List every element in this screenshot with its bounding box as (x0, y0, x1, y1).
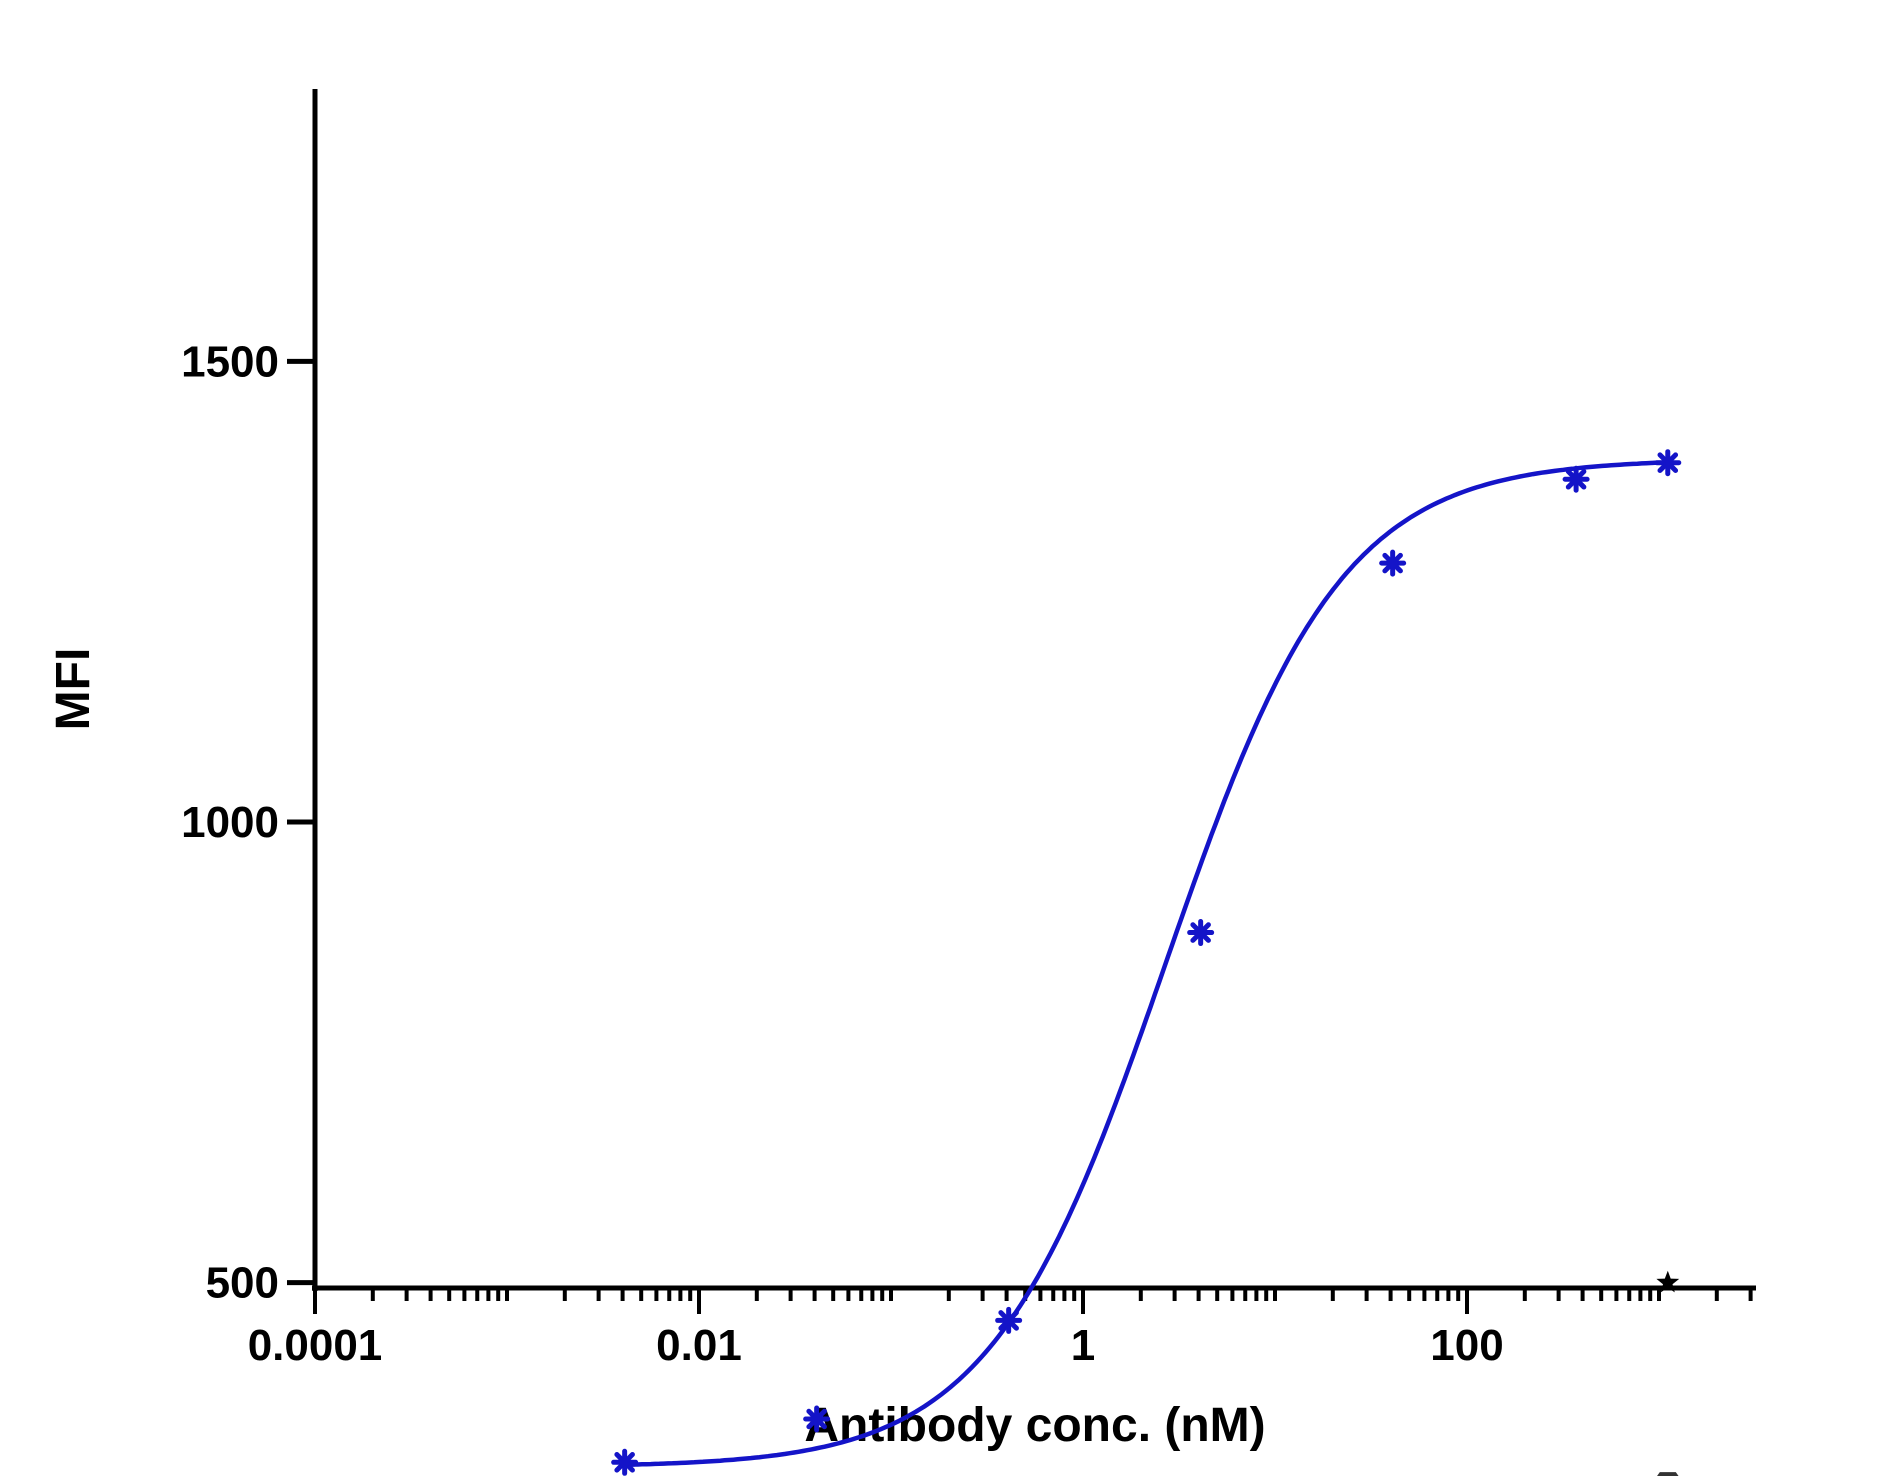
y-tick-label-1000: 1000 (181, 798, 279, 847)
data-points (611, 449, 1682, 1476)
x-tick-label-0.01: 0.01 (656, 1321, 742, 1370)
y-tick-label-500: 500 (206, 1259, 279, 1308)
data-point-core (1387, 558, 1398, 569)
data-point (1187, 919, 1215, 947)
data-point (803, 1405, 831, 1433)
data-point (1379, 549, 1407, 577)
data-point-core (619, 1457, 630, 1468)
hexagon-icon (1657, 1472, 1679, 1476)
data-point-core (1003, 1315, 1014, 1326)
data-point (1562, 465, 1590, 493)
data-point (611, 1448, 639, 1476)
axes: 500 1000 1500 0.0001 0.01 1 100 (181, 89, 1756, 1370)
y-axis-title: MFI (47, 648, 100, 731)
data-point-core (811, 1414, 822, 1425)
data-point-core (1571, 474, 1582, 485)
star-icon (1656, 1270, 1680, 1293)
data-point-core (1195, 927, 1206, 938)
fit-curve (624, 460, 1668, 1468)
data-point (1654, 449, 1682, 477)
x-tick-label-100: 100 (1430, 1321, 1503, 1370)
data-point (995, 1306, 1023, 1334)
x-tick-label-1: 1 (1071, 1321, 1095, 1370)
y-ticks: 500 1000 1500 (181, 337, 315, 1308)
x-axis-title: Antibody conc. (nM) (804, 1399, 1265, 1452)
y-tick-label-1500: 1500 (181, 337, 279, 386)
annotations (1656, 1270, 1680, 1476)
x-ticks: 0.0001 0.01 1 100 (248, 1288, 1753, 1370)
x-tick-label-0.0001: 0.0001 (248, 1321, 383, 1370)
data-point-core (1662, 457, 1673, 468)
